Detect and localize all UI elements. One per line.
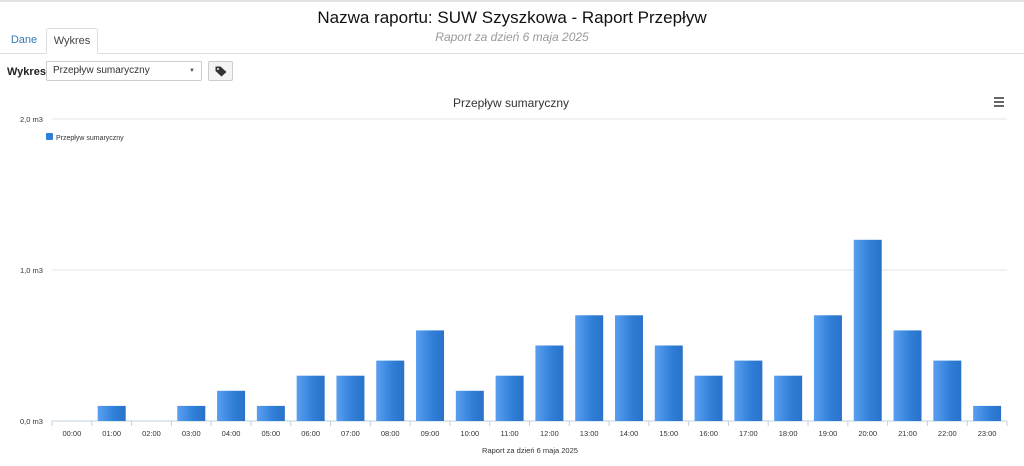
x-tick-label: 05:00 — [261, 429, 280, 438]
legend-swatch — [46, 133, 53, 140]
chart-bar[interactable] — [893, 330, 922, 421]
chart-bar[interactable] — [654, 345, 683, 422]
chart-bar[interactable] — [177, 405, 206, 421]
chart-select-label: Wykres: — [7, 66, 50, 78]
x-tick-label: 20:00 — [858, 429, 877, 438]
report-title: Nazwa raportu: SUW Szyszkowa - Raport Pr… — [317, 8, 707, 27]
chart-bar[interactable] — [774, 375, 803, 421]
top-border — [0, 0, 1024, 2]
x-tick-label: 11:00 — [500, 429, 518, 438]
chevron-down-icon: ▼ — [189, 68, 195, 74]
chart-bar[interactable] — [973, 405, 1002, 421]
x-tick-label: 12:00 — [540, 429, 559, 438]
x-tick-label: 13:00 — [580, 429, 599, 438]
x-tick-label: 23:00 — [978, 429, 997, 438]
y-tick-label: 1,0 m3 — [20, 266, 43, 275]
chart-select[interactable]: Przepływ sumaryczny ▼ — [46, 61, 202, 81]
chart-bar[interactable] — [296, 375, 325, 421]
x-tick-label: 10:00 — [460, 429, 479, 438]
tag-button[interactable] — [208, 61, 233, 81]
x-tick-label: 04:00 — [222, 429, 241, 438]
chart-bar[interactable] — [535, 345, 564, 422]
chart-bar[interactable] — [933, 360, 962, 421]
chart-bar[interactable] — [376, 360, 405, 421]
chart-bar[interactable] — [813, 315, 842, 421]
x-tick-label: 14:00 — [620, 429, 639, 438]
chart-bar[interactable] — [97, 405, 126, 421]
x-tick-label: 06:00 — [301, 429, 320, 438]
x-tick-label: 03:00 — [182, 429, 201, 438]
tag-icon — [215, 66, 227, 77]
x-tick-label: 02:00 — [142, 429, 161, 438]
tab-wykres[interactable]: Wykres — [46, 28, 98, 54]
flow-chart: Przepływ sumaryczny 0,0 m3 1,0 m3 2,0 m3 P… — [20, 96, 1008, 455]
x-axis-title: Raport za dzień 6 maja 2025 — [482, 446, 578, 455]
chart-bar[interactable] — [455, 390, 484, 421]
y-tick-label: 0,0 m3 — [20, 417, 43, 426]
chart-menu-button[interactable] — [993, 96, 1007, 108]
chart-legend[interactable]: Przepływ sumaryczny — [46, 133, 124, 142]
x-tick-label: 17:00 — [739, 429, 758, 438]
chart-bar[interactable] — [495, 375, 524, 421]
x-tick-label: 16:00 — [699, 429, 718, 438]
chart-select-value: Przepływ sumaryczny — [53, 65, 150, 76]
tab-dane[interactable]: Dane — [10, 34, 38, 46]
x-tick-label: 19:00 — [819, 429, 838, 438]
x-tick-label: 18:00 — [779, 429, 798, 438]
tab-bar: Dane Wykres — [0, 28, 1024, 54]
chart-title: Przepływ sumaryczny — [453, 96, 569, 110]
x-tick-label: 09:00 — [421, 429, 440, 438]
chart-bar[interactable] — [336, 375, 365, 421]
chart-bar[interactable] — [217, 390, 246, 421]
chart-bar[interactable] — [256, 405, 285, 421]
x-tick-label: 22:00 — [938, 429, 957, 438]
y-tick-label: 2,0 m3 — [20, 115, 43, 124]
x-tick-label: 01:00 — [102, 429, 121, 438]
x-tick-label: 08:00 — [381, 429, 400, 438]
x-tick-label: 21:00 — [898, 429, 917, 438]
x-tick-label: 00:00 — [63, 429, 82, 438]
chart-bar[interactable] — [694, 375, 723, 421]
chart-bar[interactable] — [614, 315, 643, 421]
chart-bar[interactable] — [853, 239, 882, 421]
chart-bar[interactable] — [416, 330, 445, 421]
legend-label: Przepływ sumaryczny — [56, 135, 124, 142]
report-subtitle: Raport za dzień 6 maja 2025 — [435, 30, 589, 44]
x-tick-label: 15:00 — [659, 429, 678, 438]
chart-bar[interactable] — [734, 360, 763, 421]
chart-bar[interactable] — [575, 315, 604, 421]
x-tick-label: 07:00 — [341, 429, 360, 438]
